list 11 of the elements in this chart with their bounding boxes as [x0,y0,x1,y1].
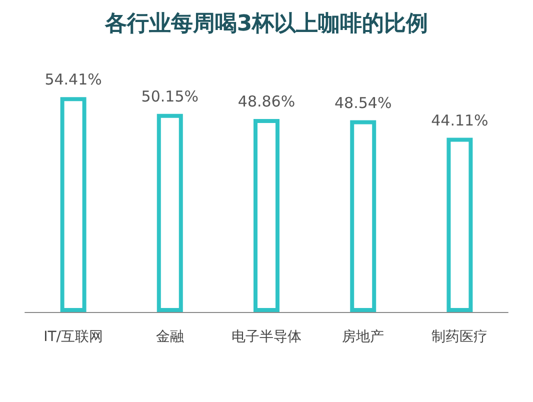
data-label: 48.86% [238,92,296,111]
chart-title: 各行业每周喝3杯以上咖啡的比例 [104,12,428,36]
data-label: 50.15% [141,87,198,106]
x-tick-label: 制药医疗 [432,329,488,345]
data-label: 54.41% [44,70,102,89]
x-tick-label: 金融 [156,329,184,345]
x-tick-label: IT/互联网 [44,329,104,345]
x-tick-label: 电子半导体 [232,329,302,345]
data-label: 48.54% [334,94,392,112]
data-label: 44.11% [431,111,488,130]
x-tick-label: 房地产 [342,329,384,345]
